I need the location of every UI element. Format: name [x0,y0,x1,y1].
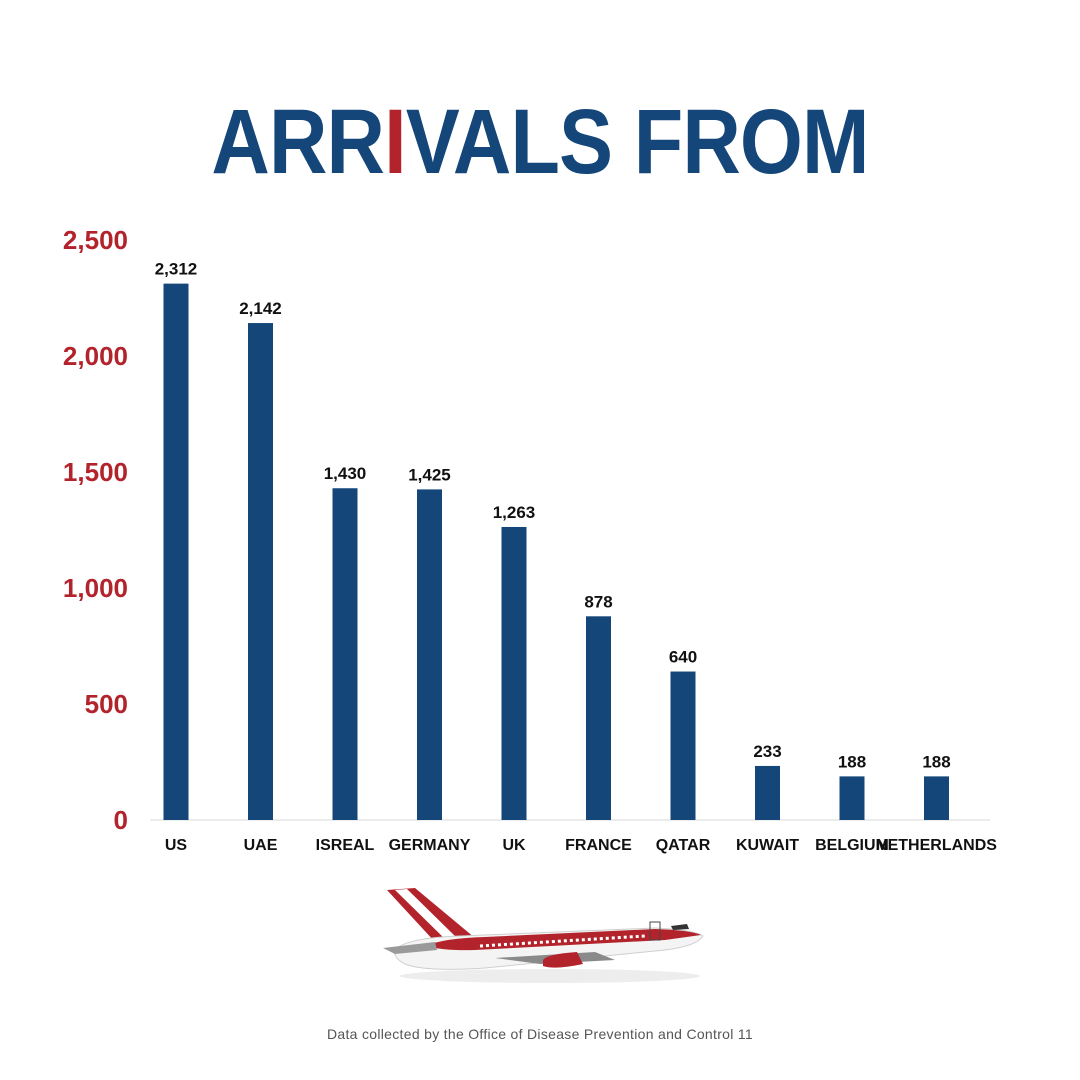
value-label: 188 [838,752,866,771]
value-labels-group: 2,312 2,142 1,430 1,425 1,263 878 640 233 188 188 [155,260,951,772]
value-label: 1,430 [324,464,367,483]
x-tick-label: KUWAIT [736,837,799,854]
x-tick-label: GERMANY [389,837,471,854]
bar [755,765,780,820]
x-tick-label: ISREAL [316,837,375,854]
bar [248,323,273,820]
x-tick-label: FRANCE [565,837,632,854]
y-tick-label: 0 [114,805,128,835]
bar [163,283,189,821]
chart-title: ARRIVALS FROM [65,92,1015,192]
x-tick-label: UAE [244,837,278,854]
title-part-1: ARR [211,91,385,193]
y-tick-label: 2,000 [63,341,128,371]
title-part-2: VALS FROM [405,91,870,193]
value-label: 2,142 [239,299,282,318]
bar-chart: 0 500 1,000 1,500 2,000 2,500 2,312 2,142 1,430… [63,225,997,854]
airplane-illustration [383,888,704,983]
bar [839,776,865,820]
y-tick-label: 1,500 [63,457,128,487]
y-tick-label: 500 [85,689,128,719]
bar [332,488,358,820]
x-tick-label: NETHERLANDS [876,837,997,854]
bar [924,776,949,820]
source-note: Data collected by the Office of Disease … [327,1026,753,1042]
bar [501,526,527,820]
bar [670,671,696,820]
x-axis: US UAE ISREAL GERMANY UK FRANCE QATAR KUWAIT BEL… [165,837,997,854]
value-label: 2,312 [155,260,198,279]
value-label: 878 [584,592,612,611]
value-label: 1,263 [493,503,536,522]
title-accent-letter: I [384,91,406,193]
bars-group [163,283,949,821]
y-tick-label: 1,000 [63,573,128,603]
x-tick-label: UK [502,837,526,854]
bar [417,489,442,820]
y-tick-label: 2,500 [63,225,128,255]
x-tick-label: BELGIUM [815,837,889,854]
x-tick-label: US [165,837,188,854]
value-label: 640 [669,648,697,667]
value-label: 233 [753,742,781,761]
value-label: 188 [922,752,950,771]
value-label: 1,425 [408,465,451,484]
x-tick-label: QATAR [656,837,711,854]
bar [586,616,611,820]
y-axis: 0 500 1,000 1,500 2,000 2,500 [63,225,128,835]
